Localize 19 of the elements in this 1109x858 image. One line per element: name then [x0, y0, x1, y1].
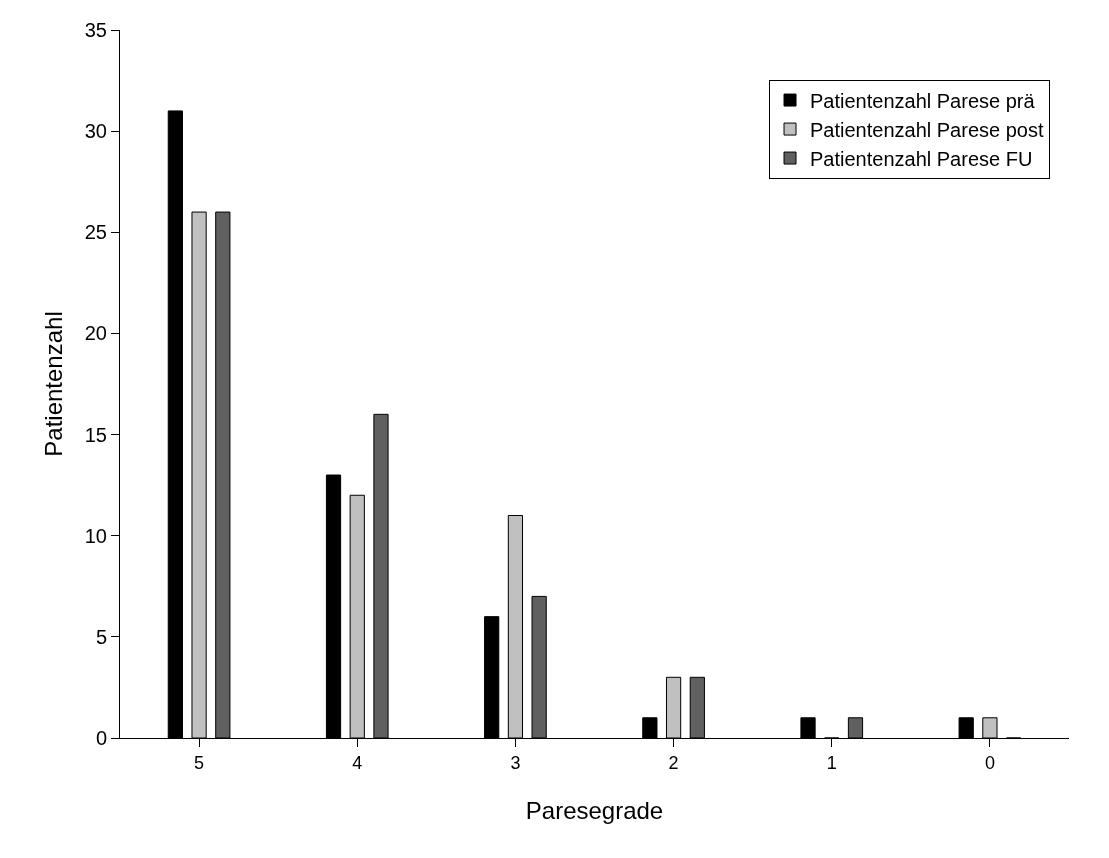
y-tick-label: 10 [84, 524, 107, 547]
legend-label: Patientenzahl Parese FU [810, 147, 1033, 170]
x-tick-label: 5 [194, 752, 205, 773]
y-tick-label: 35 [84, 19, 107, 41]
y-tick-label: 0 [95, 727, 107, 749]
y-tick-label: 20 [84, 322, 107, 345]
x-axis-title: Paresegrade [525, 796, 664, 824]
x-tick-label: 4 [352, 752, 363, 773]
y-axis-title: Patientenzahl [39, 311, 67, 457]
y-tick-label: 15 [84, 423, 107, 446]
legend-label: Patientenzahl Parese post [810, 118, 1044, 141]
x-tick-label: 1 [826, 752, 837, 773]
x-tick-label: 3 [510, 752, 521, 773]
y-tick-label: 5 [95, 625, 107, 648]
y-tick-label: 30 [84, 120, 107, 143]
x-tick-label: 2 [668, 752, 679, 773]
y-tick-label: 25 [84, 221, 107, 244]
x-tick-label: 0 [984, 752, 995, 773]
legend-label: Patientenzahl Parese prä [810, 89, 1036, 112]
